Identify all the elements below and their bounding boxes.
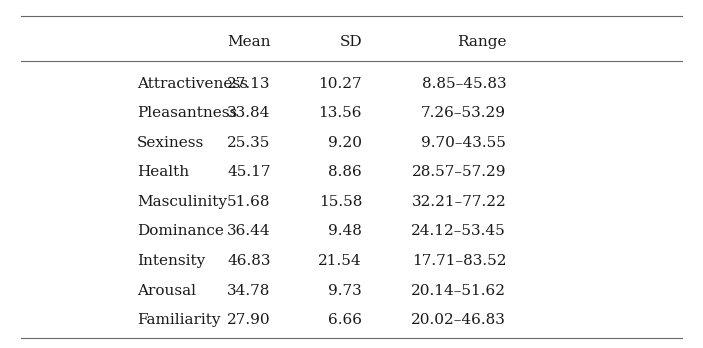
Text: 27.90: 27.90 bbox=[227, 313, 271, 327]
Text: 36.44: 36.44 bbox=[227, 224, 271, 238]
Text: 33.84: 33.84 bbox=[227, 106, 271, 120]
Text: 9.20: 9.20 bbox=[328, 136, 362, 150]
Text: Intensity: Intensity bbox=[137, 254, 205, 268]
Text: Range: Range bbox=[457, 35, 506, 49]
Text: 17.71–83.52: 17.71–83.52 bbox=[412, 254, 506, 268]
Text: Familiarity: Familiarity bbox=[137, 313, 221, 327]
Text: Attractiveness: Attractiveness bbox=[137, 77, 248, 90]
Text: 8.85–45.83: 8.85–45.83 bbox=[422, 77, 506, 90]
Text: 51.68: 51.68 bbox=[227, 195, 271, 209]
Text: 9.48: 9.48 bbox=[328, 224, 362, 238]
Text: 28.57–57.29: 28.57–57.29 bbox=[412, 165, 506, 179]
Text: 32.21–77.22: 32.21–77.22 bbox=[411, 195, 506, 209]
Text: 15.58: 15.58 bbox=[318, 195, 362, 209]
Text: Arousal: Arousal bbox=[137, 284, 196, 298]
Text: 13.56: 13.56 bbox=[318, 106, 362, 120]
Text: Dominance: Dominance bbox=[137, 224, 224, 238]
Text: 34.78: 34.78 bbox=[227, 284, 271, 298]
Text: 21.54: 21.54 bbox=[318, 254, 362, 268]
Text: Masculinity: Masculinity bbox=[137, 195, 227, 209]
Text: SD: SD bbox=[340, 35, 362, 49]
Text: Mean: Mean bbox=[227, 35, 271, 49]
Text: 9.70–43.55: 9.70–43.55 bbox=[421, 136, 506, 150]
Text: 20.14–51.62: 20.14–51.62 bbox=[411, 284, 506, 298]
Text: 20.02–46.83: 20.02–46.83 bbox=[411, 313, 506, 327]
Text: Health: Health bbox=[137, 165, 189, 179]
Text: 25.35: 25.35 bbox=[227, 136, 271, 150]
Text: 6.66: 6.66 bbox=[328, 313, 362, 327]
Text: Sexiness: Sexiness bbox=[137, 136, 205, 150]
Text: 45.17: 45.17 bbox=[227, 165, 271, 179]
Text: 24.12–53.45: 24.12–53.45 bbox=[411, 224, 506, 238]
Text: Pleasantness: Pleasantness bbox=[137, 106, 238, 120]
Text: 7.26–53.29: 7.26–53.29 bbox=[421, 106, 506, 120]
Text: 46.83: 46.83 bbox=[227, 254, 271, 268]
Text: 27.13: 27.13 bbox=[227, 77, 271, 90]
Text: 10.27: 10.27 bbox=[318, 77, 362, 90]
Text: 8.86: 8.86 bbox=[328, 165, 362, 179]
Text: 9.73: 9.73 bbox=[328, 284, 362, 298]
